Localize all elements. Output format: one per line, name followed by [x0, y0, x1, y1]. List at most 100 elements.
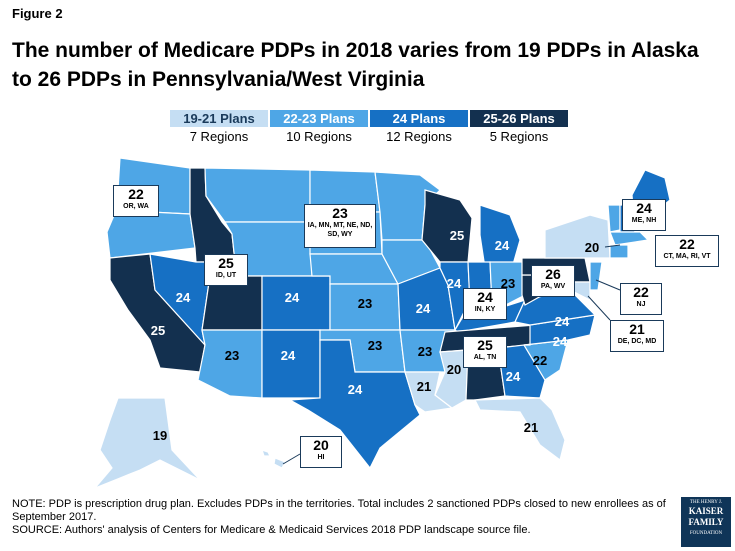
label-ak: 19 — [153, 428, 167, 443]
chart-title: The number of Medicare PDPs in 2018 vari… — [12, 36, 727, 94]
region-ak — [94, 397, 201, 489]
callout-value: 24 — [477, 289, 493, 305]
callout-states: CT, MA, RI, VT — [663, 253, 711, 260]
region-fl — [474, 397, 566, 462]
label-oh: 23 — [501, 276, 515, 291]
label-mo: 24 — [416, 301, 431, 316]
callout-states: HI — [317, 454, 325, 461]
legend: 19-21 Plans 7 Regions 22-23 Plans 10 Reg… — [170, 110, 570, 144]
legend-count: 10 Regions — [286, 129, 352, 144]
label-la: 21 — [417, 379, 431, 394]
callout-states: PA, WV — [540, 283, 566, 290]
label-va: 24 — [555, 314, 570, 329]
region-hi-2 — [273, 457, 286, 469]
legend-swatch: 22-23 Plans — [270, 110, 368, 127]
callout-pa-wv: 26 PA, WV — [531, 265, 575, 297]
label-ar: 23 — [418, 344, 432, 359]
legend-item-19-21: 19-21 Plans 7 Regions — [170, 110, 268, 144]
region-ma — [609, 231, 650, 246]
label-az: 23 — [225, 348, 239, 363]
callout-states: IA, MN, MT, NE, ND, SD, WY — [307, 222, 373, 238]
callout-in-ky: 24 IN, KY — [463, 288, 507, 320]
source-text: SOURCE: Authors' analysis of Centers for… — [12, 524, 531, 536]
legend-count: 12 Regions — [386, 129, 452, 144]
region-ct — [609, 244, 629, 259]
kff-logo: THE HENRY J. KAISER FAMILY FOUNDATION — [681, 497, 731, 547]
label-wi: 25 — [450, 228, 464, 243]
title-line-1: The number of Medicare PDPs in 2018 vari… — [12, 39, 699, 62]
logo-line-1: KAISER — [688, 506, 724, 516]
callout-ct-ma-ri-vt: 22 CT, MA, RI, VT — [655, 235, 719, 267]
label-ny: 20 — [585, 240, 599, 255]
callout-states: AL, TN — [473, 354, 497, 361]
callout-al-tn: 25 AL, TN — [463, 336, 507, 368]
logo-bottom: FOUNDATION — [689, 531, 723, 536]
footnote: NOTE: PDP is prescription drug plan. Exc… — [12, 498, 672, 537]
callout-states: IN, KY — [474, 306, 496, 313]
legend-item-22-23: 22-23 Plans 10 Regions — [270, 110, 368, 144]
label-co: 24 — [285, 290, 300, 305]
legend-count: 7 Regions — [189, 129, 249, 144]
label-nm: 24 — [281, 348, 296, 363]
note-text: NOTE: PDP is prescription drug plan. Exc… — [12, 498, 666, 523]
callout-value: 25 — [477, 337, 493, 353]
label-il: 24 — [447, 276, 462, 291]
region-nj — [589, 261, 603, 291]
title-line-2: to 26 PDPs in Pennsylvania/West Virginia — [12, 68, 425, 91]
legend-item-25-26: 25-26 Plans 5 Regions — [470, 110, 568, 144]
logo-top: THE HENRY J. — [689, 500, 723, 505]
region-tx — [287, 339, 421, 470]
callout-hi: 20 HI — [300, 436, 342, 468]
callout-value: 22 — [128, 186, 144, 202]
legend-swatch: 19-21 Plans — [170, 110, 268, 127]
callout-nj: 22 NJ — [620, 283, 662, 315]
label-ca: 25 — [151, 323, 165, 338]
callout-value: 24 — [636, 200, 652, 216]
callout-states: OR, WA — [123, 203, 149, 210]
callout-states: NJ — [636, 301, 646, 308]
callout-value: 20 — [313, 437, 329, 453]
legend-item-24: 24 Plans 12 Regions — [370, 110, 468, 144]
region-az — [197, 329, 263, 399]
callout-id-ut: 25 ID, UT — [204, 254, 248, 286]
label-ga: 24 — [506, 369, 521, 384]
callout-states: ID, UT — [215, 272, 237, 279]
region-hi — [261, 449, 271, 457]
label-ms: 20 — [447, 362, 461, 377]
legend-swatch: 25-26 Plans — [470, 110, 568, 127]
label-mi: 24 — [495, 238, 510, 253]
label-ok: 23 — [368, 338, 382, 353]
label-tx: 24 — [348, 382, 363, 397]
label-ks: 23 — [358, 296, 372, 311]
callout-north: 23 IA, MN, MT, NE, ND, SD, WY — [304, 204, 376, 248]
callout-states: ME, NH — [631, 217, 657, 224]
callout-value: 26 — [545, 266, 561, 282]
callout-value: 21 — [629, 321, 645, 337]
region-ny — [544, 214, 611, 259]
legend-swatch: 24 Plans — [370, 110, 468, 127]
figure-label: Figure 2 — [12, 6, 63, 21]
label-sc: 22 — [533, 353, 547, 368]
callout-value: 22 — [679, 236, 695, 252]
callout-value: 23 — [332, 205, 348, 221]
callout-value: 22 — [633, 284, 649, 300]
leader-line — [604, 244, 621, 248]
callout-value: 25 — [218, 255, 234, 271]
region-mt — [204, 167, 311, 223]
callout-de-dc-md: 21 DE, DC, MD — [610, 320, 664, 352]
region-mi — [479, 204, 521, 269]
callout-states: DE, DC, MD — [617, 338, 657, 345]
region-ga — [497, 344, 546, 399]
callout-me-nh: 24 ME, NH — [622, 199, 666, 231]
region-nm — [261, 329, 321, 399]
region-vt — [607, 204, 621, 233]
leader-line — [587, 295, 611, 321]
label-nc: 24 — [553, 334, 568, 349]
label-fl: 21 — [524, 420, 538, 435]
leader-line — [282, 453, 301, 465]
legend-count: 5 Regions — [489, 129, 549, 144]
logo-line-2: FAMILY — [688, 517, 724, 527]
leader-line — [595, 279, 621, 291]
callout-or-wa: 22 OR, WA — [113, 185, 159, 217]
us-map: 25 24 23 24 24 24 23 23 23 21 20 24 22 2… — [94, 157, 671, 489]
